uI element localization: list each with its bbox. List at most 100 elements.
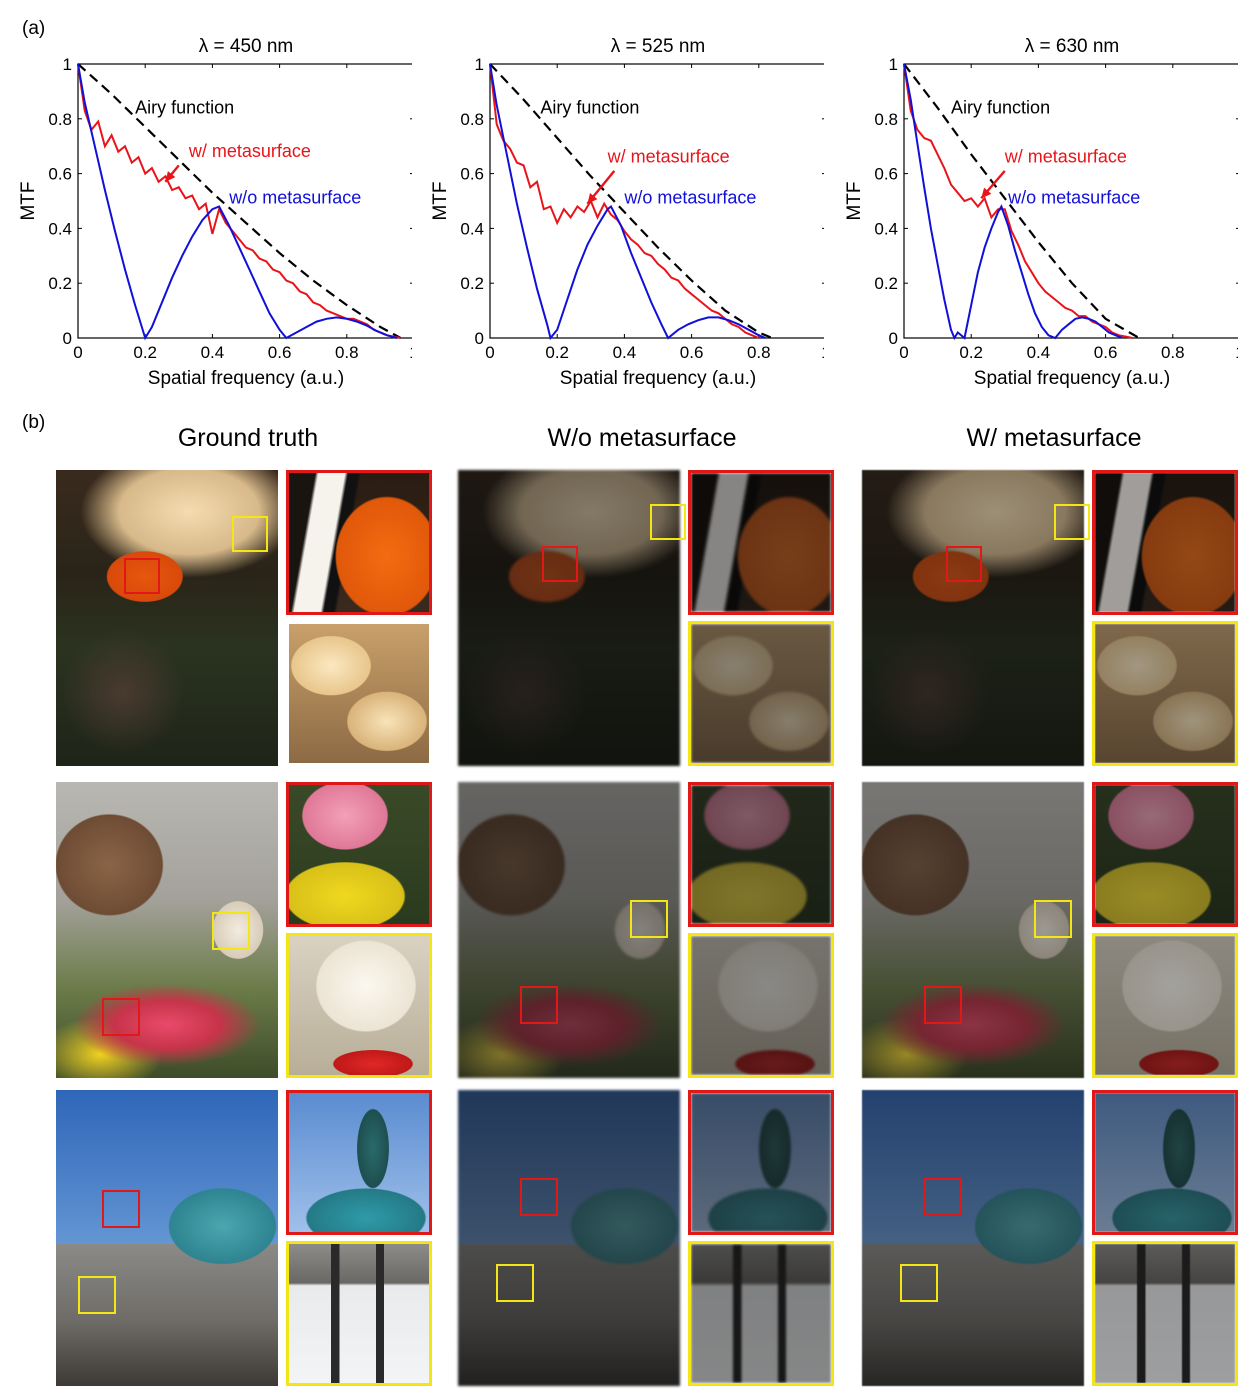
zoom-box-red [924, 1178, 962, 1216]
y-tick-label: 1 [889, 55, 898, 74]
x-tick-label: 0.4 [201, 343, 225, 362]
zoom-box-yellow [496, 1264, 534, 1302]
scene-image-teddy-bears-with-metasurface [862, 782, 1084, 1078]
column-title-with-metasurface: W/ metasurface [966, 424, 1142, 452]
column-title-without-metasurface: W/o metasurface [547, 424, 737, 452]
annotation-airy: Airy function [135, 97, 234, 117]
inset-yellow-teddy-bears-ground-truth [286, 933, 432, 1078]
x-tick-label: 0.8 [1161, 343, 1185, 362]
scene-image-teddy-bears-ground-truth [56, 782, 278, 1078]
inset-red-aquarium-with-metasurface [1092, 470, 1238, 615]
annotation-without-metasurface: w/o metasurface [1007, 188, 1140, 208]
y-tick-label: 0.8 [460, 110, 484, 129]
inset-red-aquarium-without-metasurface [688, 470, 834, 615]
annotation-with-metasurface: w/ metasurface [1004, 147, 1127, 167]
inset-yellow-teddy-bears-without-metasurface [688, 933, 834, 1078]
scene-image-teddy-bears-without-metasurface [458, 782, 680, 1078]
annotation-with-metasurface: w/ metasurface [188, 141, 311, 161]
y-tick-label: 0 [475, 329, 484, 348]
scene-image-building-ground-truth [56, 1090, 278, 1386]
inset-red-building-with-metasurface [1092, 1090, 1238, 1235]
inset-red-building-ground-truth [286, 1090, 432, 1235]
chart-2-group: λ = 630 nm 0 0.2 0.4 0.6 0.8 1 0 0.2 0.4 0.6 0.8 1 Sp… [844, 36, 1238, 389]
y-tick-label: 0.4 [874, 219, 898, 238]
y-axis-label: MTF [844, 181, 865, 220]
inset-red-content [289, 473, 429, 612]
y-tick-label: 0.8 [874, 110, 898, 129]
inset-red-content [691, 785, 831, 924]
series-line-without-metasurface [77, 63, 398, 341]
zoom-box-yellow [900, 1264, 938, 1302]
chart-title: λ = 450 nm [199, 36, 294, 57]
inset-red-content [1095, 473, 1235, 612]
inset-yellow-content [289, 624, 429, 763]
y-tick-label: 0.6 [874, 165, 898, 184]
x-tick-label: 0.6 [268, 343, 292, 362]
chart-title: λ = 525 nm [611, 36, 706, 57]
panel-label-a: (a) [22, 18, 46, 39]
chart-title: λ = 630 nm [1025, 36, 1120, 57]
plot-frame [903, 63, 1238, 339]
zoom-box-red [102, 1190, 140, 1228]
x-tick-label: 0.2 [545, 343, 569, 362]
inset-yellow-content [289, 1244, 429, 1383]
mtf-chart-630-svg: λ = 630 nm 0 0.2 0.4 0.6 0.8 1 0 0.2 0.4 0.6 0.8 1 Sp… [844, 36, 1238, 389]
inset-red-teddy-bears-ground-truth [286, 782, 432, 927]
y-tick-label: 0.4 [48, 219, 72, 238]
y-tick-label: 0 [63, 329, 72, 348]
inset-red-content [691, 1093, 831, 1232]
y-tick-label: 0.4 [460, 219, 484, 238]
x-tick-label: 0.4 [613, 343, 637, 362]
annotation-without-metasurface: w/o metasurface [623, 188, 756, 208]
x-axis-label: Spatial frequency (a.u.) [974, 368, 1170, 389]
inset-red-content [289, 785, 429, 924]
inset-yellow-aquarium-with-metasurface [1092, 621, 1238, 766]
x-tick-label: 1 [409, 343, 412, 362]
inset-yellow-content [1095, 624, 1235, 763]
inset-yellow-building-without-metasurface [688, 1241, 834, 1386]
scene-image-aquarium-without-metasurface [458, 470, 680, 766]
inset-yellow-teddy-bears-with-metasurface [1092, 933, 1238, 1078]
annotation-arrowhead [165, 171, 176, 182]
scene-image-building-with-metasurface [862, 1090, 1084, 1386]
mtf-chart-450: λ = 450 nm 0 0.2 0.4 0.6 0.8 1 0 0.2 0.4 0.6 0.8 1 Sp… [12, 28, 412, 400]
zoom-box-yellow [650, 504, 686, 540]
inset-red-teddy-bears-with-metasurface [1092, 782, 1238, 927]
annotation-without-metasurface: w/o metasurface [228, 188, 361, 208]
y-tick-label: 0 [889, 329, 898, 348]
chart-1-group: λ = 525 nm 0 0.2 0.4 0.6 0.8 1 0 0.2 0.4 0.6 0.8 1 Sp… [430, 36, 824, 389]
chart-0-group: λ = 450 nm 0 0.2 0.4 0.6 0.8 1 0 0.2 0.4 0.6 0.8 1 Sp… [18, 36, 412, 389]
zoom-box-yellow [212, 912, 250, 950]
mtf-chart-525-svg: λ = 525 nm 0 0.2 0.4 0.6 0.8 1 0 0.2 0.4 0.6 0.8 1 Sp… [430, 36, 824, 389]
x-tick-label: 0 [73, 343, 82, 362]
zoom-box-yellow [78, 1276, 116, 1314]
annotation-airy: Airy function [951, 97, 1050, 117]
y-axis-label: MTF [18, 181, 39, 220]
zoom-box-red [520, 986, 558, 1024]
x-tick-label: 0 [485, 343, 494, 362]
x-tick-label: 0.4 [1027, 343, 1051, 362]
annotation-arrowhead [587, 193, 598, 204]
inset-yellow-content [1095, 936, 1235, 1075]
inset-red-content [691, 473, 831, 612]
zoom-box-yellow [630, 900, 668, 938]
panel-label-b: (b) [22, 412, 46, 433]
zoom-box-red [924, 986, 962, 1024]
inset-yellow-building-with-metasurface [1092, 1241, 1238, 1386]
zoom-box-yellow [1034, 900, 1072, 938]
x-tick-label: 0.6 [680, 343, 704, 362]
column-title-ground-truth: Ground truth [177, 424, 319, 452]
zoom-box-red [102, 998, 140, 1036]
inset-red-aquarium-ground-truth [286, 470, 432, 615]
y-tick-label: 0.2 [874, 274, 898, 293]
x-tick-label: 0.8 [335, 343, 359, 362]
y-axis-label: MTF [430, 181, 451, 220]
inset-red-content [1095, 785, 1235, 924]
y-tick-label: 0.8 [48, 110, 72, 129]
scene-image-building-without-metasurface [458, 1090, 680, 1386]
inset-yellow-aquarium-without-metasurface [688, 621, 834, 766]
inset-yellow-content [1095, 1244, 1235, 1383]
x-axis-label: Spatial frequency (a.u.) [148, 368, 344, 389]
x-tick-label: 0 [899, 343, 908, 362]
scene-image-aquarium-ground-truth [56, 470, 278, 766]
